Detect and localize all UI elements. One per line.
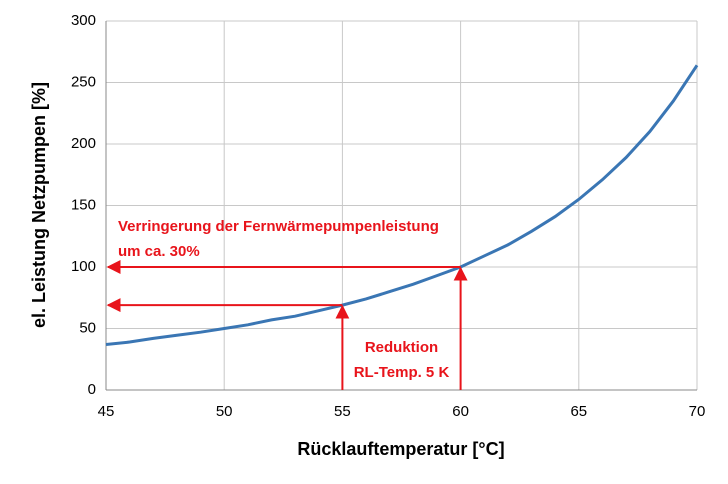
y-tick-label: 100 bbox=[71, 258, 96, 275]
x-tick-label: 55 bbox=[334, 403, 351, 420]
y-tick-label: 50 bbox=[79, 319, 96, 336]
annotation: Reduktion bbox=[365, 339, 438, 356]
y-tick-label: 200 bbox=[71, 135, 96, 152]
y-tick-label: 250 bbox=[71, 73, 96, 90]
line-series bbox=[105, 64, 699, 346]
y-tick-label: 0 bbox=[88, 381, 96, 398]
x-tick-label: 60 bbox=[452, 403, 469, 420]
y-tick-label: 300 bbox=[71, 12, 96, 29]
x-tick-label: 50 bbox=[216, 403, 233, 420]
x-tick-label: 70 bbox=[689, 403, 706, 420]
y-axis-title: el. Leistung Netzpumpen [%] bbox=[29, 82, 49, 328]
x-tick-label: 45 bbox=[98, 403, 115, 420]
x-axis-title: Rücklauftemperatur [°C] bbox=[297, 439, 504, 459]
annotation: Verringerung der Fernwärmepumpenleistung bbox=[118, 218, 439, 235]
y-tick-label: 150 bbox=[71, 196, 96, 213]
x-tick-label: 65 bbox=[570, 403, 587, 420]
annotation: um ca. 30% bbox=[118, 243, 200, 260]
annotation: RL-Temp. 5 K bbox=[354, 364, 450, 381]
